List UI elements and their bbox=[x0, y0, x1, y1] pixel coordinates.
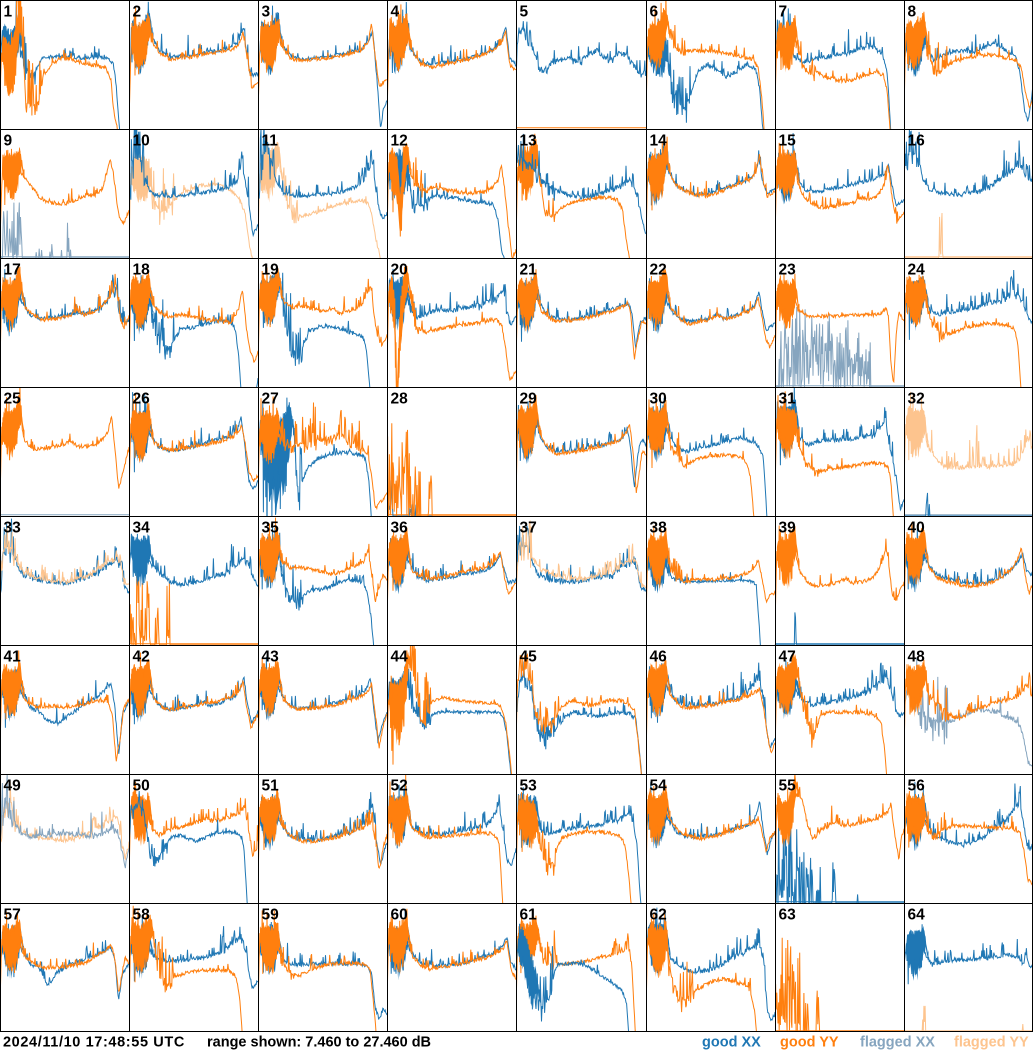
svg-text:45: 45 bbox=[520, 649, 538, 666]
svg-text:36: 36 bbox=[391, 520, 409, 537]
svg-text:51: 51 bbox=[262, 778, 280, 795]
svg-text:24: 24 bbox=[908, 262, 926, 279]
svg-text:2024/11/10 17:48:55 UTC: 2024/11/10 17:48:55 UTC bbox=[3, 1035, 185, 1051]
svg-text:good YY: good YY bbox=[780, 1035, 839, 1051]
svg-text:18: 18 bbox=[133, 262, 151, 279]
svg-text:49: 49 bbox=[4, 778, 22, 795]
svg-text:46: 46 bbox=[650, 649, 668, 666]
svg-text:good XX: good XX bbox=[702, 1035, 761, 1051]
svg-text:16: 16 bbox=[908, 133, 926, 150]
svg-text:47: 47 bbox=[779, 649, 796, 666]
svg-text:22: 22 bbox=[650, 262, 667, 279]
svg-text:50: 50 bbox=[133, 778, 150, 795]
svg-text:56: 56 bbox=[908, 778, 926, 795]
svg-text:39: 39 bbox=[779, 520, 797, 537]
svg-text:30: 30 bbox=[650, 391, 667, 408]
svg-text:2: 2 bbox=[133, 4, 142, 21]
svg-text:8: 8 bbox=[908, 4, 917, 21]
svg-text:range shown: 7.460 to 27.460 d: range shown: 7.460 to 27.460 dB bbox=[207, 1035, 431, 1051]
svg-text:59: 59 bbox=[262, 907, 280, 924]
svg-text:35: 35 bbox=[262, 520, 280, 537]
svg-text:6: 6 bbox=[650, 4, 659, 21]
svg-text:25: 25 bbox=[4, 391, 22, 408]
svg-text:61: 61 bbox=[520, 907, 538, 924]
svg-text:flagged XX: flagged XX bbox=[860, 1035, 935, 1051]
svg-text:29: 29 bbox=[520, 391, 538, 408]
svg-text:42: 42 bbox=[133, 649, 150, 666]
svg-text:57: 57 bbox=[4, 907, 21, 924]
svg-text:3: 3 bbox=[262, 4, 271, 21]
svg-text:41: 41 bbox=[4, 649, 22, 666]
svg-text:62: 62 bbox=[650, 907, 667, 924]
svg-text:1: 1 bbox=[4, 4, 13, 21]
svg-text:58: 58 bbox=[133, 907, 151, 924]
svg-text:34: 34 bbox=[133, 520, 151, 537]
svg-text:19: 19 bbox=[262, 262, 280, 279]
svg-text:12: 12 bbox=[391, 133, 408, 150]
svg-text:48: 48 bbox=[908, 649, 926, 666]
svg-text:64: 64 bbox=[908, 907, 926, 924]
svg-text:5: 5 bbox=[520, 4, 529, 21]
svg-text:32: 32 bbox=[908, 391, 925, 408]
svg-text:38: 38 bbox=[650, 520, 668, 537]
svg-text:11: 11 bbox=[262, 133, 279, 150]
svg-text:44: 44 bbox=[391, 649, 409, 666]
svg-text:17: 17 bbox=[4, 262, 21, 279]
svg-text:52: 52 bbox=[391, 778, 408, 795]
svg-text:9: 9 bbox=[4, 133, 13, 150]
svg-text:31: 31 bbox=[779, 391, 797, 408]
svg-text:55: 55 bbox=[779, 778, 797, 795]
svg-text:37: 37 bbox=[520, 520, 537, 537]
svg-text:10: 10 bbox=[133, 133, 150, 150]
svg-text:21: 21 bbox=[520, 262, 538, 279]
svg-text:7: 7 bbox=[779, 4, 788, 21]
svg-text:40: 40 bbox=[908, 520, 925, 537]
svg-text:flagged YY: flagged YY bbox=[954, 1035, 1029, 1051]
svg-text:28: 28 bbox=[391, 391, 409, 408]
svg-text:13: 13 bbox=[520, 133, 538, 150]
svg-text:4: 4 bbox=[391, 4, 400, 21]
svg-text:53: 53 bbox=[520, 778, 538, 795]
svg-text:60: 60 bbox=[391, 907, 408, 924]
svg-text:26: 26 bbox=[133, 391, 151, 408]
svg-text:63: 63 bbox=[779, 907, 797, 924]
svg-text:33: 33 bbox=[4, 520, 22, 537]
svg-text:15: 15 bbox=[779, 133, 797, 150]
svg-text:14: 14 bbox=[650, 133, 668, 150]
svg-text:20: 20 bbox=[391, 262, 408, 279]
svg-text:23: 23 bbox=[779, 262, 797, 279]
svg-text:43: 43 bbox=[262, 649, 280, 666]
svg-text:27: 27 bbox=[262, 391, 279, 408]
svg-text:54: 54 bbox=[650, 778, 668, 795]
